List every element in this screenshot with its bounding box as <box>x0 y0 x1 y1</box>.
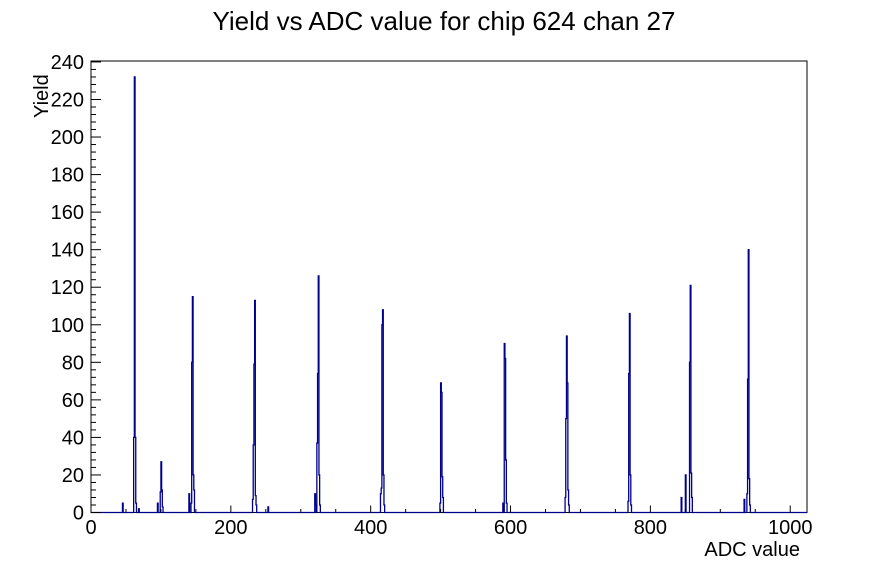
plot-frame <box>90 60 808 513</box>
y-tick-label: 140 <box>51 240 84 262</box>
y-tick-label: 0 <box>73 503 84 525</box>
x-tick-labels: 0 200 400 600 800 1000 <box>85 517 812 539</box>
y-tick-label: 160 <box>51 202 84 224</box>
y-tick-labels: 0 20 40 60 80 100 120 140 160 180 200 220 240 <box>51 52 84 525</box>
y-tick-label: 220 <box>51 89 84 111</box>
y-tick-label: 60 <box>62 390 84 412</box>
chart-title: Yield vs ADC value for chip 624 chan 27 <box>213 6 676 36</box>
y-tick-label: 180 <box>51 165 84 187</box>
y-axis-title: Yield <box>31 74 53 118</box>
y-tick-label: 120 <box>51 277 84 299</box>
x-tick-label: 200 <box>214 517 247 539</box>
y-tick-label: 40 <box>62 427 84 449</box>
x-tick-label: 400 <box>354 517 387 539</box>
x-axis-title: ADC value <box>704 539 800 561</box>
x-tick-label: 600 <box>494 517 527 539</box>
x-tick-label: 0 <box>85 517 96 539</box>
x-tick-label: 800 <box>634 517 667 539</box>
y-tick-label: 240 <box>51 52 84 74</box>
y-tick-label: 80 <box>62 352 84 374</box>
y-tick-label: 200 <box>51 127 84 149</box>
x-tick-label: 1000 <box>768 517 813 539</box>
histogram-path <box>91 76 807 514</box>
y-tick-label: 100 <box>51 315 84 337</box>
y-tick-label: 20 <box>62 465 84 487</box>
axis-ticks <box>90 61 791 513</box>
histogram-line <box>91 76 807 514</box>
